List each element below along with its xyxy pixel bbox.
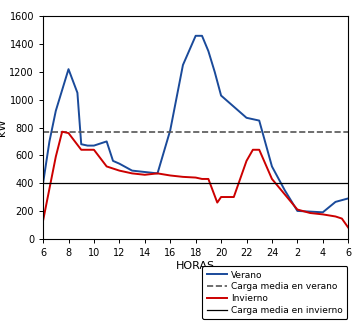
X-axis label: HORAS: HORAS <box>176 261 215 270</box>
Y-axis label: kW: kW <box>0 119 7 136</box>
Legend: Verano, Carga media en verano, Invierno, Carga media en invierno: Verano, Carga media en verano, Invierno,… <box>202 266 347 319</box>
